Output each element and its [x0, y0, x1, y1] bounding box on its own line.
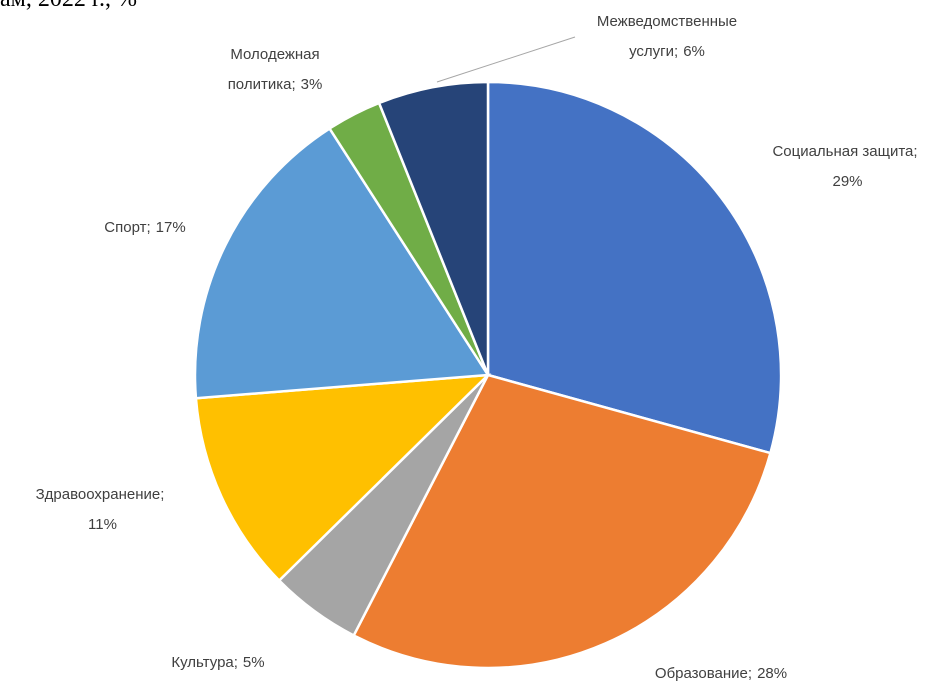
value-label: 3%: [300, 76, 323, 93]
value-label: 11%: [88, 516, 117, 533]
category-label: Здравоохранение;: [35, 486, 165, 503]
value-label: 17%: [155, 219, 186, 236]
value-label: 29%: [832, 173, 863, 190]
category-label: Межведомственные услуги;: [596, 13, 738, 60]
data-label: Образование; 28%: [621, 659, 821, 689]
data-label: Культура; 5%: [143, 648, 293, 678]
value-label: 28%: [757, 665, 788, 682]
category-label: Социальная защита;: [772, 143, 918, 160]
chart-title: ам, 2022 г., %: [0, 0, 137, 13]
value-label: 5%: [242, 654, 265, 671]
pie-slice: [377, 80, 490, 376]
data-label: Спорт; 17%: [45, 213, 245, 243]
data-label: Социальная защита; 29%: [765, 137, 925, 197]
pie-slice: [352, 373, 772, 670]
pie-slice: [486, 80, 783, 455]
category-label: Молодежная политика;: [227, 46, 320, 93]
category-label: Культура;: [171, 654, 238, 671]
category-label: Спорт;: [104, 219, 151, 236]
data-label: Молодежная политика; 3%: [205, 40, 345, 100]
data-label: Межведомственные услуги; 6%: [592, 7, 742, 67]
pie-slice: [193, 126, 491, 400]
category-label: Образование;: [654, 665, 753, 682]
data-label: Здравоохранение; 11%: [30, 480, 170, 540]
pie-slice: [194, 373, 492, 583]
value-label: 6%: [683, 43, 705, 60]
leader-line: [436, 36, 576, 83]
